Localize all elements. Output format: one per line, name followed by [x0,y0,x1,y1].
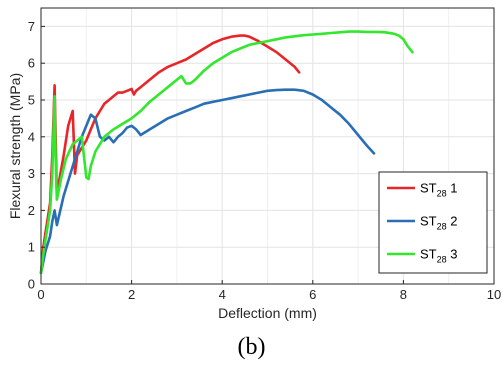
x-tick-label: 6 [309,287,316,302]
x-tick-label: 4 [219,287,226,302]
y-axis-label: Flexural strength (MPa) [7,73,23,219]
x-axis-label: Deflection (mm) [218,305,317,321]
plot-axes-box [40,7,495,285]
y-tick-label: 4 [28,129,35,144]
y-tick-label: 6 [28,56,35,71]
legend: ST28 1 ST28 2 ST28 3 [378,171,488,274]
series-line-3 [39,30,414,275]
y-tick-label: 0 [28,277,35,292]
y-tick-label: 7 [28,19,35,34]
x-tick-label: 8 [400,287,407,302]
series-line-2 [39,88,376,275]
y-tick-label: 2 [28,203,35,218]
series-line-1 [39,34,301,275]
legend-label: ST28 2 [420,214,457,232]
x-tick-label: 0 [37,287,44,302]
legend-label: ST28 1 [420,181,457,199]
y-tick-label: 3 [28,166,35,181]
x-tick-label: 2 [128,287,135,302]
series-lines [39,30,414,275]
figure-caption: (b) [237,334,266,360]
axis-ticks: 0 2 4 6 8 10 0 1 2 3 4 5 6 7 [28,19,501,302]
y-tick-label: 5 [28,93,35,108]
flexural-strength-chart: 0 2 4 6 8 10 0 1 2 3 4 5 6 7 Deflection (mm) Flexural… [7,7,501,321]
x-tick-label: 10 [487,287,501,302]
y-tick-label: 1 [28,240,35,255]
legend-label: ST28 3 [420,247,457,265]
